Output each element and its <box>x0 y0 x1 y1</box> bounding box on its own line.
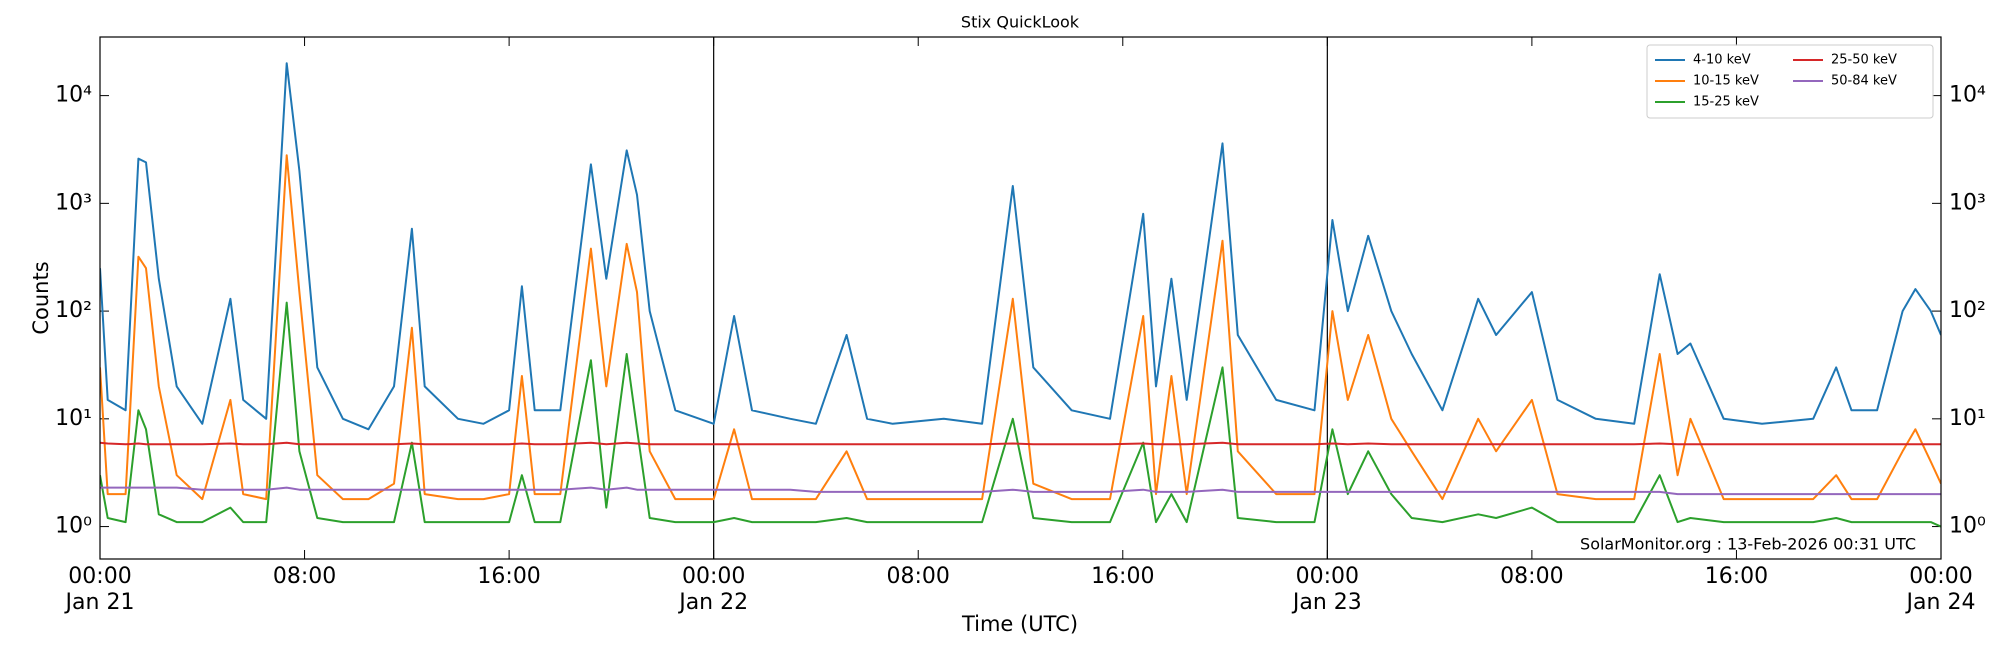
plot-frame <box>99 36 1942 560</box>
x-tick-label: 00:00 Jan 24 <box>1905 564 1976 615</box>
series-line <box>100 486 1941 496</box>
series-line <box>100 301 1941 528</box>
y-tick-label-right: 10⁴ <box>1949 83 1986 108</box>
y-tick-label: 10⁴ <box>55 83 92 108</box>
legend-box <box>1646 44 1934 119</box>
legend-label: 25-50 keV <box>1831 53 1897 68</box>
x-tick-label: 08:00 <box>887 564 950 589</box>
x-tick-label: 08:00 <box>273 564 336 589</box>
legend-label: 15-25 keV <box>1693 95 1759 110</box>
y-axis-label: Counts <box>29 261 53 334</box>
x-tick-label: 16:00 <box>477 564 540 589</box>
y-tick-label: 10⁰ <box>55 514 92 539</box>
y-tick-label-right: 10¹ <box>1949 406 1986 431</box>
x-tick-label: 08:00 <box>1500 564 1563 589</box>
series-line <box>100 62 1941 431</box>
series-line <box>100 154 1941 501</box>
y-tick-label-right: 10⁰ <box>1949 514 1986 539</box>
y-tick-label: 10² <box>55 298 92 323</box>
y-tick-label: 10³ <box>55 190 92 215</box>
annotation: SolarMonitor.org : 13-Feb-2026 00:31 UTC <box>1580 535 1916 554</box>
series-line <box>100 441 1941 446</box>
chart-title: Stix QuickLook <box>961 13 1080 32</box>
legend-label: 10-15 keV <box>1693 74 1759 89</box>
legend-label: 4-10 keV <box>1693 53 1751 68</box>
x-tick-label: 16:00 <box>1705 564 1768 589</box>
x-tick-label: 16:00 <box>1091 564 1154 589</box>
plot-lines <box>100 62 1941 528</box>
y-tick-label-right: 10³ <box>1949 190 1986 215</box>
legend-label: 50-84 keV <box>1831 74 1897 89</box>
x-axis-label: Time (UTC) <box>961 612 1078 636</box>
x-tick-label: 00:00 Jan 23 <box>1291 564 1362 615</box>
x-tick-label: 00:00 Jan 22 <box>677 564 748 615</box>
y-tick-label: 10¹ <box>55 406 92 431</box>
x-tick-label: 00:00 Jan 21 <box>64 564 135 615</box>
y-tick-label-right: 10² <box>1949 298 1986 323</box>
